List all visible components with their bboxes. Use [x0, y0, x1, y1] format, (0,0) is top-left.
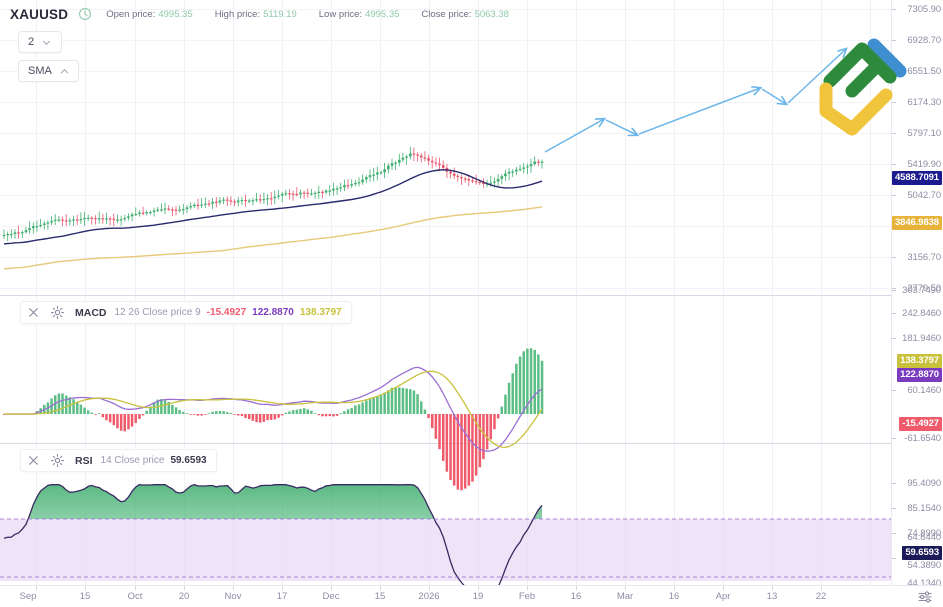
time-label: Nov: [224, 591, 242, 602]
time-label: 20: [178, 591, 190, 602]
rsi-value: 59.6593: [170, 455, 207, 466]
indicator-value: SMA: [28, 65, 52, 77]
macd-axis-label: 242.8460: [902, 308, 941, 319]
macd-hist-badge: -15.4927: [899, 417, 942, 431]
macd-axis-label: 181.9460: [902, 333, 941, 344]
time-label: 16: [570, 591, 582, 602]
time-label: Sep: [19, 591, 37, 602]
time-label: 16: [668, 591, 680, 602]
macd-value-main: 122.8870: [252, 307, 294, 318]
macd-value-hist: -15.4927: [206, 307, 247, 318]
scale-dropdown[interactable]: 2: [18, 31, 62, 53]
rsi-axis-label: 54.3890: [907, 560, 941, 571]
time-label: 17: [276, 591, 288, 602]
macd-axis-label: -61.6540: [904, 433, 941, 444]
rsi-params: 14 Close price: [100, 455, 165, 466]
macd-params: 12 26 Close price 9: [114, 307, 201, 318]
scale-value: 2: [28, 36, 35, 48]
axis-label: 2779.50: [907, 283, 941, 294]
time-label: Apr: [715, 591, 731, 602]
axis-label: 6174.30: [907, 97, 941, 108]
axis-label: 7305.90: [907, 4, 941, 15]
price-axis[interactable]: 7305.90 6928.70 6551.50 6174.30 5797.10 …: [891, 0, 943, 589]
axis-label: 5797.10: [907, 128, 941, 139]
time-label: Feb: [518, 591, 536, 602]
macd-axis-label: 60.1460: [907, 385, 941, 396]
axis-label: 6928.70: [907, 35, 941, 46]
macd-legend: MACD 12 26 Close price 9 -15.4927 122.88…: [20, 301, 352, 324]
clock-icon[interactable]: [78, 7, 92, 21]
time-label: 15: [374, 591, 386, 602]
time-axis[interactable]: Sep 15 Oct 20 Nov 17 Dec 15 2026 19 Feb …: [0, 585, 943, 607]
rsi-axis-label: 95.4090: [907, 478, 941, 489]
macd-series: [2, 348, 544, 491]
close-icon[interactable]: [26, 305, 41, 320]
symbol-label: XAUUSD: [10, 6, 69, 22]
open-price: Open price: 4995.35: [106, 8, 193, 20]
close-price: Close price: 5063.38: [421, 8, 509, 20]
low-price: Low price: 4995.35: [318, 8, 400, 20]
time-label: 2026: [418, 591, 440, 602]
forecast-arrow: [544, 0, 891, 153]
panel-divider-rsi: [0, 443, 891, 444]
time-label: 13: [766, 591, 778, 602]
time-label: Mar: [616, 591, 634, 602]
chart-grid: [0, 0, 891, 585]
axis-label: 5042.70: [907, 190, 941, 201]
rsi-axis-label: 74.8990: [907, 528, 941, 539]
gear-icon[interactable]: [50, 305, 65, 320]
rsi-axis-label: 44.1340: [907, 578, 941, 589]
axis-label: 3156.70: [907, 252, 941, 263]
gear-icon[interactable]: [50, 453, 65, 468]
macd-signal-badge: 138.3797: [897, 354, 942, 368]
rsi-axis-label-ob: 64.6440: [907, 532, 941, 543]
rsi-name: RSI: [75, 454, 93, 467]
time-label: 22: [815, 591, 827, 602]
time-label: Dec: [322, 591, 340, 602]
chart-header: XAUUSD Open price: 4995.35 High price: 511…: [0, 0, 509, 28]
litefinance-logo: [819, 38, 907, 136]
rsi-value-badge: 59.6593: [902, 546, 942, 560]
macd-axis-label: 303.7490: [902, 285, 941, 296]
chevron-down-icon: [42, 40, 51, 45]
time-label: Oct: [127, 591, 143, 602]
rsi-legend: RSI 14 Close price 59.6593: [20, 449, 217, 472]
rsi-axis-label: 85.1540: [907, 503, 941, 514]
high-price: High price: 5119.19: [214, 8, 297, 20]
close-icon[interactable]: [26, 453, 41, 468]
panel-divider-macd: [0, 295, 891, 296]
macd-value-signal: 138.3797: [299, 307, 342, 318]
indicator-dropdown[interactable]: SMA: [18, 60, 79, 82]
current-price-badge: 4588.7091: [891, 171, 942, 185]
macd-line-badge: 122.8870: [897, 368, 942, 382]
axis-label: 5419.90: [907, 159, 941, 170]
time-label: 15: [79, 591, 91, 602]
rsi-series: [0, 484, 891, 602]
chevron-up-icon: [60, 68, 69, 73]
macd-name: MACD: [75, 306, 107, 319]
axis-label: 6551.50: [907, 66, 941, 77]
time-label: 19: [472, 591, 484, 602]
price-series: [2, 146, 544, 270]
sma-price-badge: 3846.9838: [891, 216, 942, 230]
sliders-icon[interactable]: [917, 589, 933, 605]
ohlc-readout: Open price: 4995.35 High price: 5119.19 Lo…: [106, 9, 509, 20]
